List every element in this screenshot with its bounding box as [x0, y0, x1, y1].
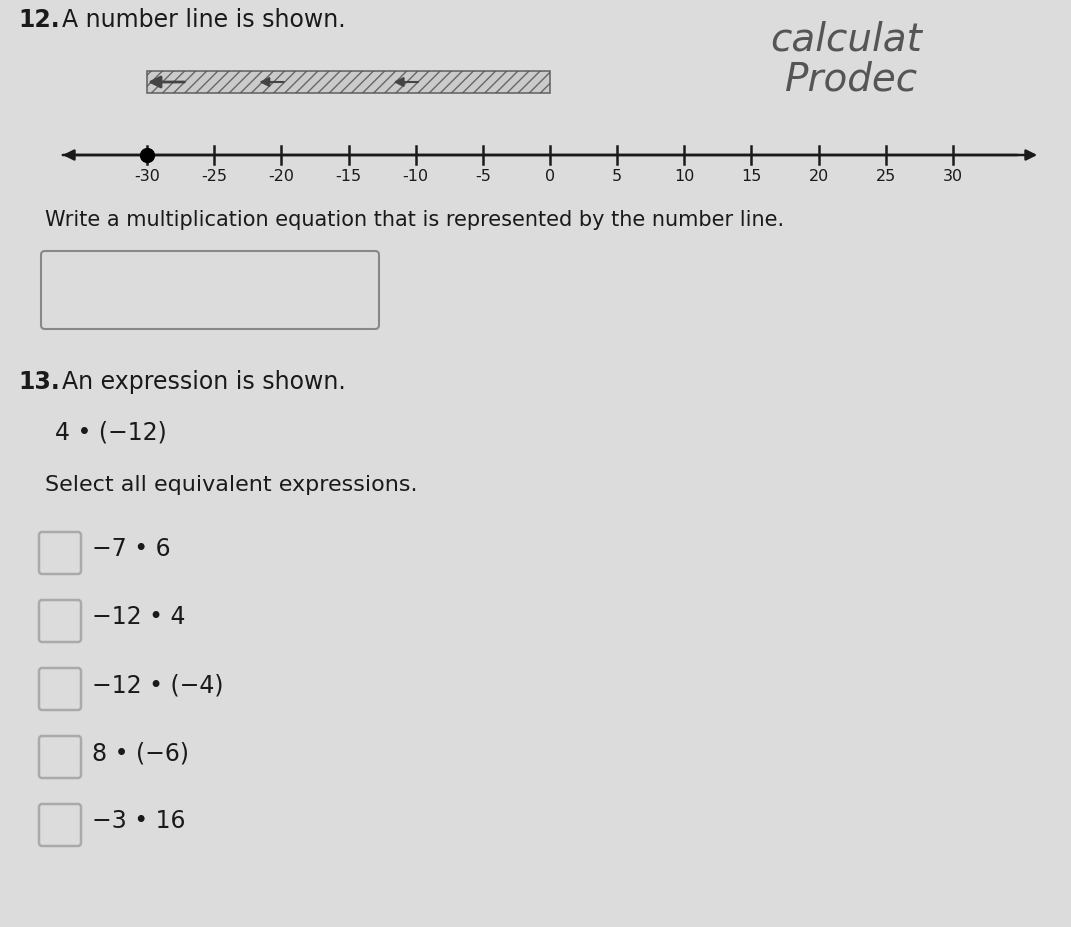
FancyBboxPatch shape [39, 736, 81, 778]
Text: An expression is shown.: An expression is shown. [62, 370, 346, 394]
Text: A number line is shown.: A number line is shown. [62, 8, 346, 32]
Text: 8 • (−6): 8 • (−6) [92, 741, 188, 765]
FancyBboxPatch shape [39, 532, 81, 574]
FancyBboxPatch shape [39, 668, 81, 710]
FancyBboxPatch shape [41, 251, 379, 329]
Text: 4 • (−12): 4 • (−12) [55, 420, 167, 444]
Text: Prodec: Prodec [785, 60, 918, 98]
Text: calculat: calculat [770, 20, 922, 58]
FancyBboxPatch shape [39, 804, 81, 846]
Text: -25: -25 [201, 169, 227, 184]
Text: -10: -10 [403, 169, 428, 184]
Text: 0: 0 [545, 169, 555, 184]
Text: −7 • 6: −7 • 6 [92, 537, 170, 561]
Text: Write a multiplication equation that is represented by the number line.: Write a multiplication equation that is … [45, 210, 784, 230]
Text: 12.: 12. [18, 8, 60, 32]
Text: 13.: 13. [18, 370, 60, 394]
Text: -20: -20 [269, 169, 295, 184]
Text: Select all equivalent expressions.: Select all equivalent expressions. [45, 475, 418, 495]
Text: -15: -15 [335, 169, 362, 184]
Text: -30: -30 [134, 169, 160, 184]
Text: 15: 15 [741, 169, 761, 184]
FancyBboxPatch shape [39, 600, 81, 642]
Text: 20: 20 [809, 169, 829, 184]
Bar [147, 71, 550, 93]
Text: 30: 30 [942, 169, 963, 184]
Text: 25: 25 [876, 169, 895, 184]
Text: -5: -5 [474, 169, 491, 184]
Text: 5: 5 [613, 169, 622, 184]
Text: 10: 10 [674, 169, 694, 184]
Text: −12 • (−4): −12 • (−4) [92, 673, 224, 697]
Text: −12 • 4: −12 • 4 [92, 605, 185, 629]
Text: −3 • 16: −3 • 16 [92, 809, 185, 833]
